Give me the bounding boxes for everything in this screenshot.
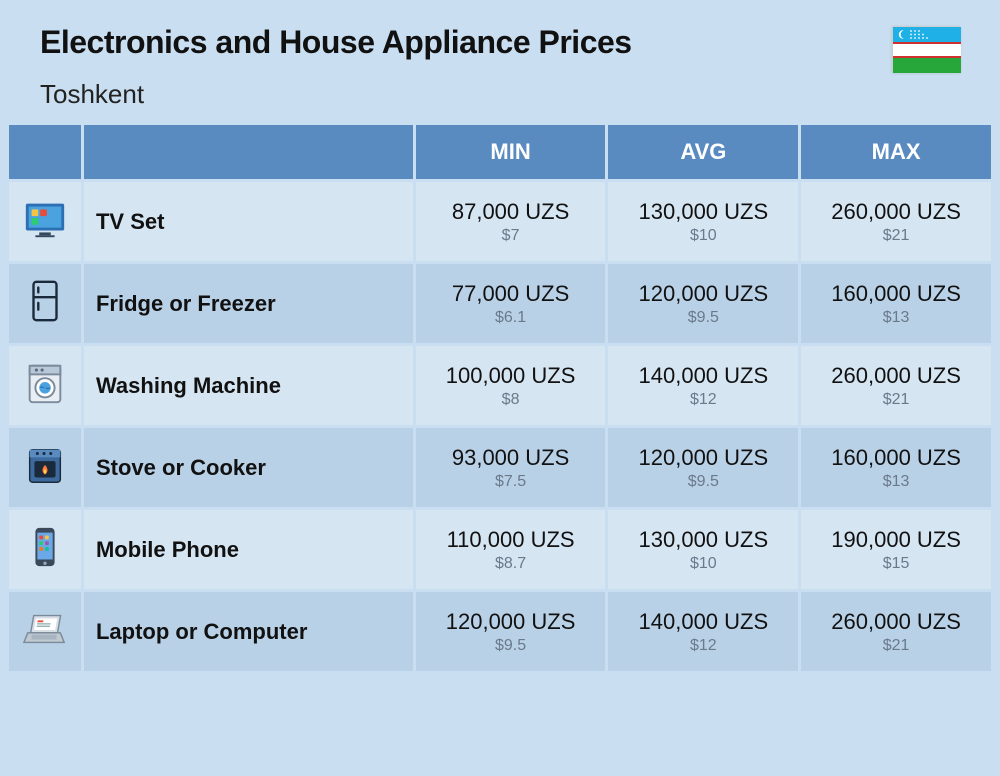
max-cell: 190,000 UZS $15 bbox=[801, 510, 991, 589]
max-secondary: $21 bbox=[813, 227, 979, 245]
table-row: Laptop or Computer 120,000 UZS $9.5 140,… bbox=[9, 592, 991, 671]
avg-cell: 120,000 UZS $9.5 bbox=[608, 428, 798, 507]
min-secondary: $8.7 bbox=[428, 555, 594, 573]
avg-secondary: $10 bbox=[620, 555, 786, 573]
avg-cell: 130,000 UZS $10 bbox=[608, 510, 798, 589]
max-primary: 160,000 UZS bbox=[813, 445, 979, 471]
min-primary: 93,000 UZS bbox=[428, 445, 594, 471]
max-cell: 260,000 UZS $21 bbox=[801, 592, 991, 671]
price-table: MIN AVG MAX TV Set bbox=[0, 122, 1000, 674]
item-name: Stove or Cooker bbox=[84, 428, 413, 507]
avg-cell: 120,000 UZS $9.5 bbox=[608, 264, 798, 343]
item-name: Laptop or Computer bbox=[84, 592, 413, 671]
min-secondary: $7 bbox=[428, 227, 594, 245]
max-cell: 160,000 UZS $13 bbox=[801, 428, 991, 507]
table-row: Mobile Phone 110,000 UZS $8.7 130,000 UZ… bbox=[9, 510, 991, 589]
avg-secondary: $12 bbox=[620, 637, 786, 655]
page-root: Electronics and House Appliance Prices T… bbox=[0, 0, 1000, 674]
stove-icon bbox=[9, 428, 81, 507]
max-secondary: $15 bbox=[813, 555, 979, 573]
table-row: Washing Machine 100,000 UZS $8 140,000 U… bbox=[9, 346, 991, 425]
fridge-icon bbox=[9, 264, 81, 343]
avg-primary: 140,000 UZS bbox=[620, 363, 786, 389]
max-cell: 260,000 UZS $21 bbox=[801, 346, 991, 425]
avg-secondary: $10 bbox=[620, 227, 786, 245]
min-cell: 87,000 UZS $7 bbox=[416, 182, 606, 261]
col-min: MIN bbox=[416, 125, 606, 179]
min-secondary: $7.5 bbox=[428, 473, 594, 491]
max-secondary: $13 bbox=[813, 309, 979, 327]
min-cell: 100,000 UZS $8 bbox=[416, 346, 606, 425]
min-primary: 87,000 UZS bbox=[428, 199, 594, 225]
min-secondary: $6.1 bbox=[428, 309, 594, 327]
avg-primary: 120,000 UZS bbox=[620, 445, 786, 471]
avg-primary: 130,000 UZS bbox=[620, 199, 786, 225]
avg-cell: 140,000 UZS $12 bbox=[608, 346, 798, 425]
item-name: Washing Machine bbox=[84, 346, 413, 425]
min-primary: 77,000 UZS bbox=[428, 281, 594, 307]
max-primary: 260,000 UZS bbox=[813, 199, 979, 225]
table-row: Stove or Cooker 93,000 UZS $7.5 120,000 … bbox=[9, 428, 991, 507]
table-header-row: MIN AVG MAX bbox=[9, 125, 991, 179]
max-primary: 260,000 UZS bbox=[813, 609, 979, 635]
col-icon bbox=[9, 125, 81, 179]
min-secondary: $9.5 bbox=[428, 637, 594, 655]
col-name bbox=[84, 125, 413, 179]
avg-primary: 130,000 UZS bbox=[620, 527, 786, 553]
min-primary: 100,000 UZS bbox=[428, 363, 594, 389]
min-primary: 120,000 UZS bbox=[428, 609, 594, 635]
avg-primary: 120,000 UZS bbox=[620, 281, 786, 307]
min-primary: 110,000 UZS bbox=[428, 527, 594, 553]
avg-cell: 130,000 UZS $10 bbox=[608, 182, 798, 261]
max-cell: 260,000 UZS $21 bbox=[801, 182, 991, 261]
avg-primary: 140,000 UZS bbox=[620, 609, 786, 635]
min-cell: 120,000 UZS $9.5 bbox=[416, 592, 606, 671]
max-primary: 190,000 UZS bbox=[813, 527, 979, 553]
item-name: Fridge or Freezer bbox=[84, 264, 413, 343]
item-name: Mobile Phone bbox=[84, 510, 413, 589]
max-primary: 160,000 UZS bbox=[813, 281, 979, 307]
uzbekistan-flag-icon bbox=[892, 26, 960, 72]
max-primary: 260,000 UZS bbox=[813, 363, 979, 389]
col-max: MAX bbox=[801, 125, 991, 179]
max-cell: 160,000 UZS $13 bbox=[801, 264, 991, 343]
tv-icon bbox=[9, 182, 81, 261]
avg-secondary: $12 bbox=[620, 391, 786, 409]
table-row: Fridge or Freezer 77,000 UZS $6.1 120,00… bbox=[9, 264, 991, 343]
avg-secondary: $9.5 bbox=[620, 309, 786, 327]
table-row: TV Set 87,000 UZS $7 130,000 UZS $10 260… bbox=[9, 182, 991, 261]
max-secondary: $21 bbox=[813, 391, 979, 409]
laptop-icon bbox=[9, 592, 81, 671]
min-cell: 93,000 UZS $7.5 bbox=[416, 428, 606, 507]
min-secondary: $8 bbox=[428, 391, 594, 409]
item-name: TV Set bbox=[84, 182, 413, 261]
col-avg: AVG bbox=[608, 125, 798, 179]
min-cell: 110,000 UZS $8.7 bbox=[416, 510, 606, 589]
page-subtitle: Toshkent bbox=[40, 79, 960, 110]
max-secondary: $13 bbox=[813, 473, 979, 491]
page-title: Electronics and House Appliance Prices bbox=[40, 24, 960, 61]
min-cell: 77,000 UZS $6.1 bbox=[416, 264, 606, 343]
mobile-phone-icon bbox=[9, 510, 81, 589]
avg-cell: 140,000 UZS $12 bbox=[608, 592, 798, 671]
washing-machine-icon bbox=[9, 346, 81, 425]
max-secondary: $21 bbox=[813, 637, 979, 655]
page-header: Electronics and House Appliance Prices T… bbox=[0, 0, 1000, 122]
avg-secondary: $9.5 bbox=[620, 473, 786, 491]
